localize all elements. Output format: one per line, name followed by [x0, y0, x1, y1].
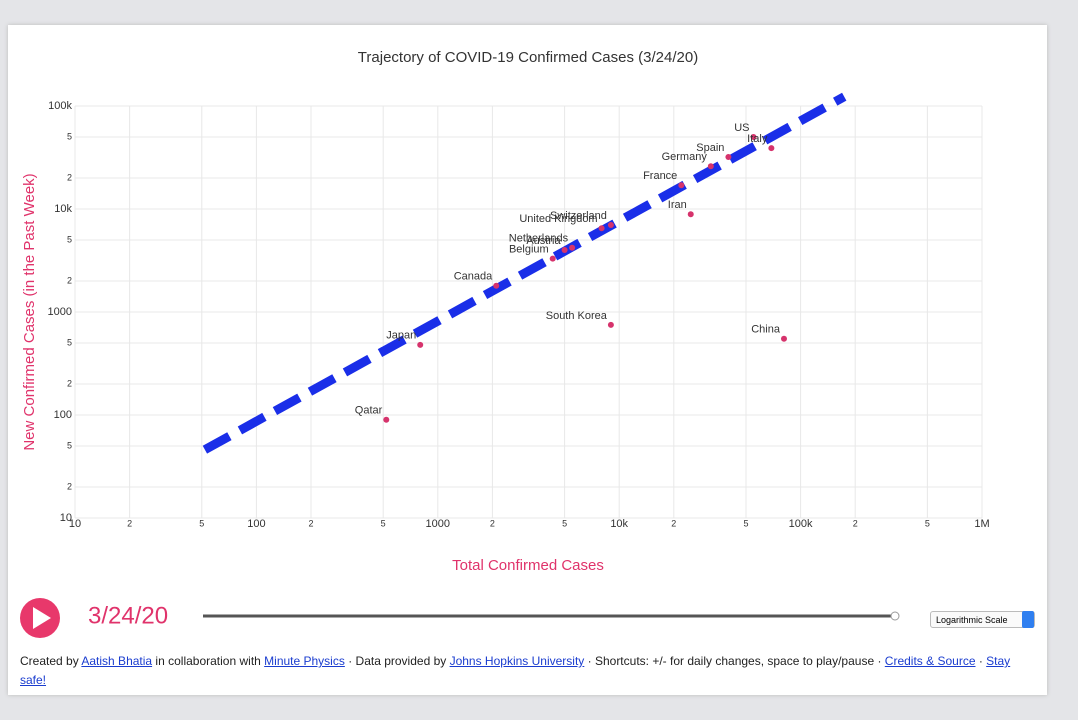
x-axis-label: Total Confirmed Cases: [452, 557, 604, 574]
point-label: Switzerland: [550, 210, 607, 222]
footer-link[interactable]: Aatish Bhatia: [81, 654, 153, 668]
y-tick-label: 100k: [48, 100, 72, 112]
point: [417, 341, 424, 348]
footer-text: Created by: [20, 654, 82, 668]
point-label: Germany: [662, 151, 708, 163]
x-tick-label: 100k: [789, 518, 813, 530]
point-label: Netherlands: [509, 233, 569, 245]
footer-link[interactable]: Stay safe!: [20, 654, 1011, 687]
footer-link[interactable]: Credits & Source: [884, 654, 976, 668]
point-label: United Kingdom: [519, 213, 597, 225]
y-tick-label: 5: [67, 337, 72, 347]
footer-text: ·: [975, 654, 987, 668]
point: [780, 335, 787, 342]
point: [725, 153, 732, 160]
point: [607, 321, 614, 328]
chart-title: Trajectory of COVID-19 Confirmed Cases (…: [358, 49, 698, 66]
point: [707, 163, 714, 170]
point: [768, 145, 775, 152]
point: [569, 244, 576, 251]
y-axis-label: New Confirmed Cases (in the Past Week): [21, 173, 38, 450]
point: [561, 246, 568, 253]
slider-knob[interactable]: [890, 611, 900, 621]
point: [607, 221, 614, 228]
point: [383, 416, 390, 423]
x-tick-label: 2: [490, 518, 495, 528]
footer-link[interactable]: Minute Physics: [264, 654, 345, 668]
x-tick-label: 1000: [426, 518, 450, 530]
point-label: Italy: [747, 133, 768, 145]
point-label: Iran: [668, 199, 687, 211]
y-tick-label: 2: [67, 481, 72, 491]
y-tick-label: 10k: [54, 203, 72, 215]
footer-link[interactable]: Johns Hopkins University: [449, 654, 585, 668]
x-tick-label: 2: [308, 518, 313, 528]
point: [750, 134, 757, 141]
y-tick-label: 100: [54, 409, 72, 421]
x-tick-label: 10: [69, 518, 81, 530]
y-tick-label: 5: [67, 440, 72, 450]
scale-select[interactable]: Logarithmic Scale: [930, 611, 1035, 628]
point: [549, 255, 556, 262]
footer-text: · Shortcuts: +/- for daily changes, spac…: [584, 654, 885, 668]
point: [687, 211, 694, 218]
point: [598, 225, 605, 232]
y-tick-label: 1000: [48, 306, 72, 318]
y-tick-label: 2: [67, 378, 72, 388]
play-icon: [33, 607, 51, 629]
point-label: Austria: [526, 235, 561, 247]
x-tick-label: 5: [381, 518, 386, 528]
x-tick-label: 5: [562, 518, 567, 528]
x-tick-label: 5: [199, 518, 204, 528]
x-tick-label: 2: [853, 518, 858, 528]
x-tick-label: 2: [127, 518, 132, 528]
point-label: Qatar: [355, 405, 383, 417]
y-tick-label: 5: [67, 234, 72, 244]
point-label: France: [643, 170, 677, 182]
point-label: Canada: [454, 271, 493, 283]
x-tick-label: 100: [247, 518, 265, 530]
point-label: US: [734, 122, 749, 134]
y-tick-label: 10: [60, 512, 72, 524]
date-label: 3/24/20: [88, 602, 168, 629]
footer-text: · Data provided by: [344, 654, 450, 668]
point-label: Japan: [386, 330, 416, 342]
footer-text: in collaboration with: [152, 654, 265, 668]
point-label: Spain: [696, 142, 724, 154]
y-tick-label: 5: [67, 131, 72, 141]
point-label: Belgium: [509, 243, 549, 255]
point-label: South Korea: [546, 310, 608, 322]
x-tick-label: 1M: [974, 518, 989, 530]
x-tick-label: 2: [671, 518, 676, 528]
point: [493, 282, 500, 289]
footer: Created by Aatish Bhatia in collaboratio…: [20, 652, 1030, 690]
x-tick-label: 10k: [610, 518, 628, 530]
reference-line: [202, 92, 847, 454]
x-tick-label: 5: [925, 518, 930, 528]
y-tick-label: 2: [67, 275, 72, 285]
y-tick-label: 2: [67, 172, 72, 182]
point-label: China: [751, 324, 781, 336]
x-tick-label: 5: [743, 518, 748, 528]
point: [678, 182, 685, 189]
